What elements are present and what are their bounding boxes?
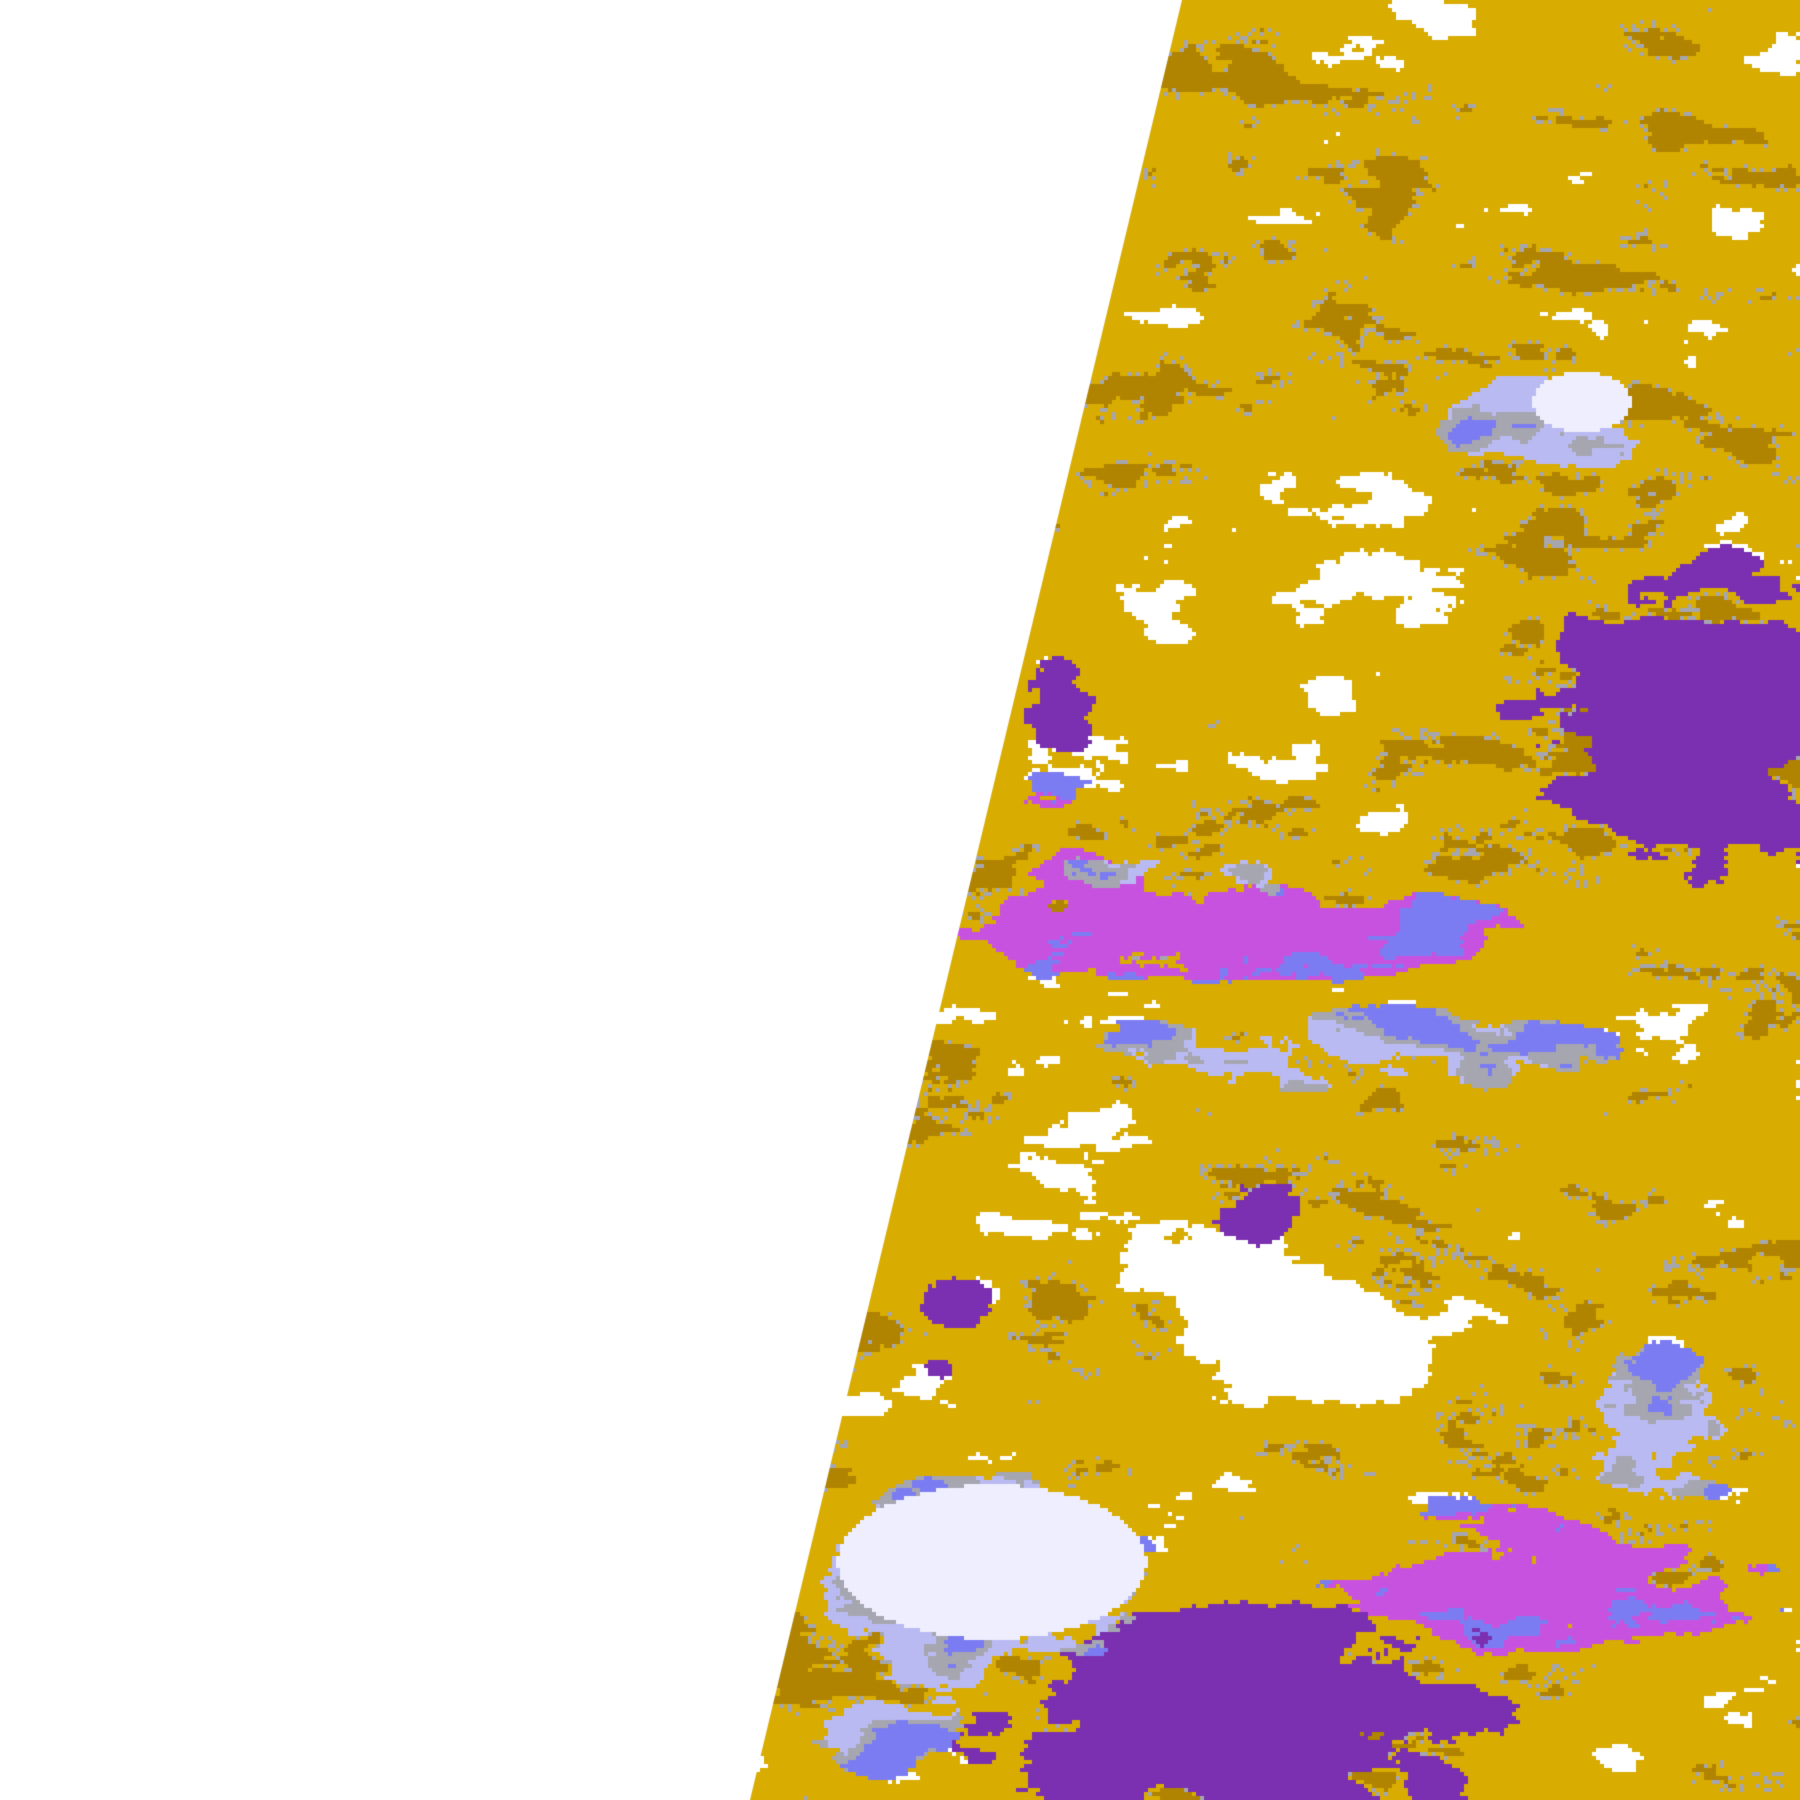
satellite-swath-image (0, 0, 1800, 1800)
map-view (0, 0, 1800, 1800)
